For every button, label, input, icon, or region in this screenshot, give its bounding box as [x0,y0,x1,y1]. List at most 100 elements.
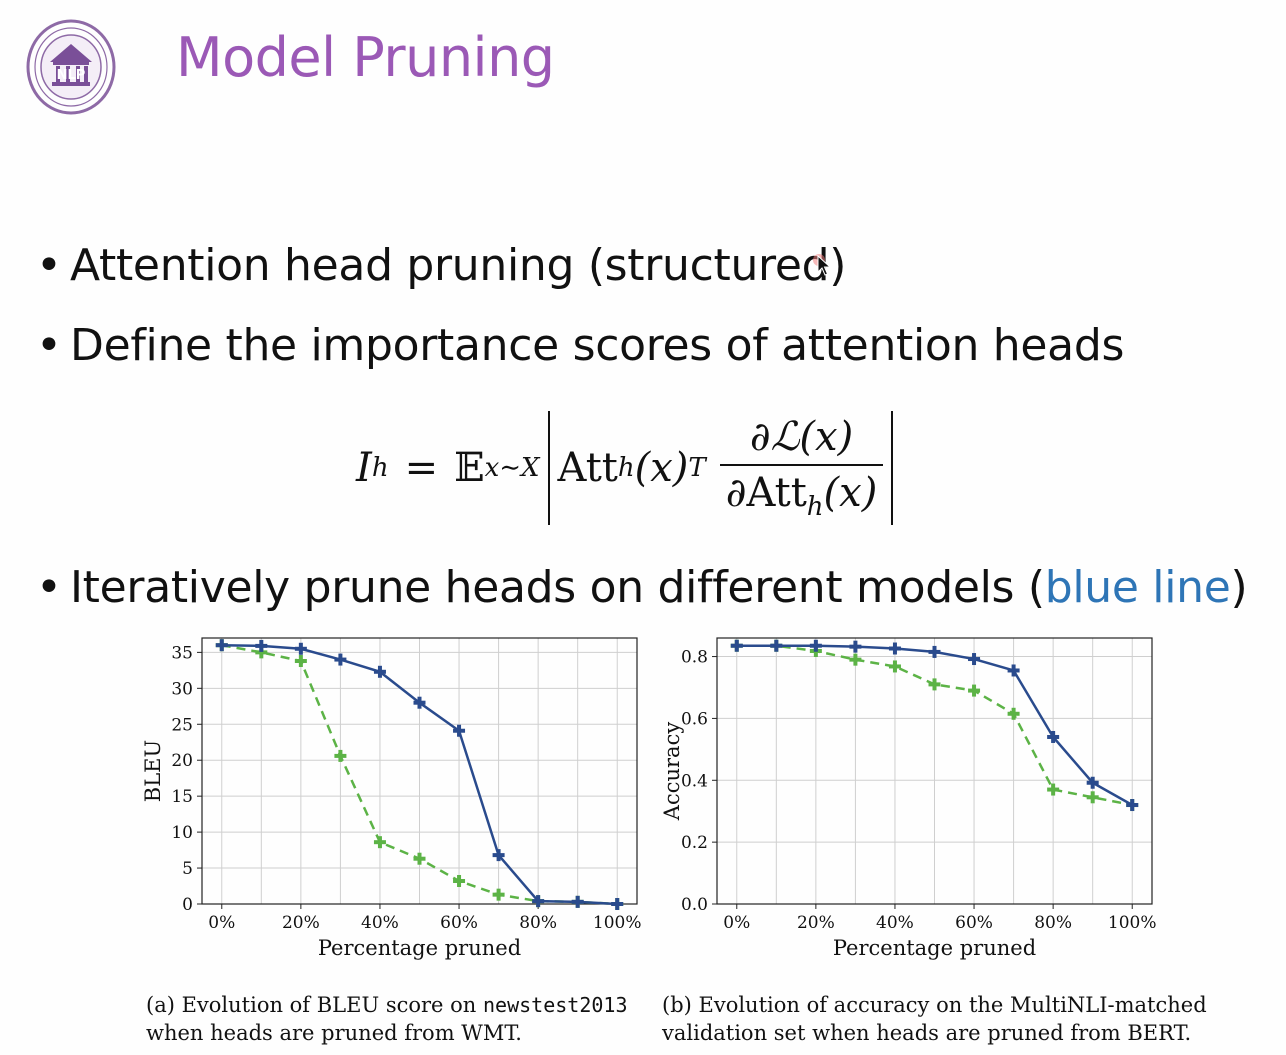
data-point-blue [611,898,624,910]
data-point-blue [849,640,862,653]
data-point-blue [1126,799,1139,812]
data-point-blue [888,642,901,655]
accuracy-pruning-chart: 0.0 0.2 0.4 0.6 0.8 0% 20% 40% 60% 80% 100% Percent… [660,637,1157,960]
data-point-green [413,852,426,865]
bleu-pruning-chart: 0 5 10 15 20 25 30 35 0% 20% 40% 60% 80% 100% Percenta… [141,637,642,960]
y-tick-label: 25 [171,715,193,735]
data-point-blue [1007,664,1020,677]
data-point-green [255,646,268,659]
data-point-blue [1086,776,1099,789]
formula-att-arg: (x) [634,445,689,491]
caption-accuracy: (b) Evolution of accuracy on the MultiNL… [662,991,1207,1047]
y-tick-label: 30 [171,679,193,699]
bullet-importance-scores: • Define the importance scores of attenti… [36,320,1124,371]
caption-bleu-line2: when heads are pruned from WMT. [146,1021,522,1045]
y-tick-label: 0.2 [681,833,708,853]
caption-bleu-code: newstest2013 [483,993,628,1017]
x-tick-label: 0% [208,913,235,933]
y-tick-label: 0.4 [681,771,708,791]
bullet-dot: • [36,562,62,613]
data-point-blue [215,639,228,652]
data-point-blue [770,639,783,652]
y-tick-label: 0.8 [681,648,708,668]
data-point-green [1086,791,1099,804]
data-point-blue [1047,730,1060,743]
formula-numerator: ∂ℒ(x) [749,414,854,460]
data-point-green [888,660,901,673]
formula-att-sub: h [617,453,635,483]
bullet-iterative-pruning: • Iteratively prune heads on different mo… [36,562,1248,613]
y-axis-label: BLEU [141,740,165,802]
data-point-green [294,655,307,668]
data-point-blue [571,895,584,908]
data-point-blue [334,653,347,666]
x-tick-label: 100% [1108,913,1157,933]
data-point-green [1007,707,1020,720]
bullet-dot: • [36,240,62,291]
data-point-blue [255,639,268,652]
nlp-lab-logo: NLP [26,19,116,115]
formula-abs-left [547,411,550,525]
bullet-text: Define the importance scores of attentio… [70,320,1125,371]
data-point-green [849,653,862,666]
y-tick-label: 10 [171,823,193,843]
formula-expectation: 𝔼 [454,445,485,491]
data-point-green [492,888,505,901]
data-point-blue [492,849,505,862]
data-point-green [968,684,981,697]
formula-expectation-sub: x∼X [484,453,540,483]
bullet-text: Attention head pruning (structured) [70,240,847,291]
slide-title: Model Pruning [176,26,555,89]
data-point-green [928,678,941,691]
data-point-blue [928,645,941,658]
formula-att: Att [557,445,618,491]
logo-lettering: NLP [57,68,86,83]
data-point-blue [968,653,981,666]
data-point-green [373,836,386,849]
x-axis-label: Percentage pruned [833,936,1036,960]
caption-bleu: (a) Evolution of BLEU score on newstest2… [146,991,628,1047]
formula-fraction: ∂ℒ(x) ∂Atth(x) [719,414,884,522]
data-point-blue [294,642,307,655]
data-point-blue [532,895,545,908]
plot-frame [716,637,1153,905]
x-tick-label: 40% [361,913,399,933]
data-point-green [1047,783,1060,796]
y-tick-label: 0 [182,895,193,915]
data-point-blue [809,639,822,652]
x-tick-label: 0% [723,913,750,933]
formula-lhs: I [356,445,372,491]
formula-equals: = [404,445,439,491]
bullet-dot: • [36,320,62,371]
data-point-blue [730,639,743,652]
data-point-green [334,749,347,762]
x-tick-label: 80% [1034,913,1072,933]
x-tick-label: 40% [876,913,914,933]
data-point-blue [373,665,386,678]
caption-bleu-text: (a) Evolution of BLEU score on [146,993,483,1017]
formula-lhs-sub: h [371,453,389,483]
formula-abs-right [891,411,894,525]
x-axis-label: Percentage pruned [318,936,521,960]
x-tick-label: 60% [955,913,993,933]
y-tick-label: 5 [182,859,193,879]
data-point-blue [413,696,426,709]
y-tick-label: 20 [171,751,193,771]
y-tick-label: 15 [171,787,193,807]
y-tick-label: 0.6 [681,709,708,729]
x-tick-label: 80% [519,913,557,933]
bullet-text-end: ) [1230,562,1248,613]
mouse-cursor-icon [813,254,832,276]
formula-transpose: T [688,453,706,483]
caption-accuracy-line2: validation set when heads are pruned fro… [662,1021,1192,1045]
x-tick-label: 100% [593,913,642,933]
x-tick-label: 20% [282,913,320,933]
y-tick-label: 35 [171,643,193,663]
x-tick-label: 60% [440,913,478,933]
bullet-text: Iteratively prune heads on different mod… [70,562,1045,613]
data-point-blue [453,724,466,737]
data-point-green [453,874,466,887]
formula-denominator: ∂Atth(x) [719,464,884,522]
x-tick-label: 20% [797,913,835,933]
